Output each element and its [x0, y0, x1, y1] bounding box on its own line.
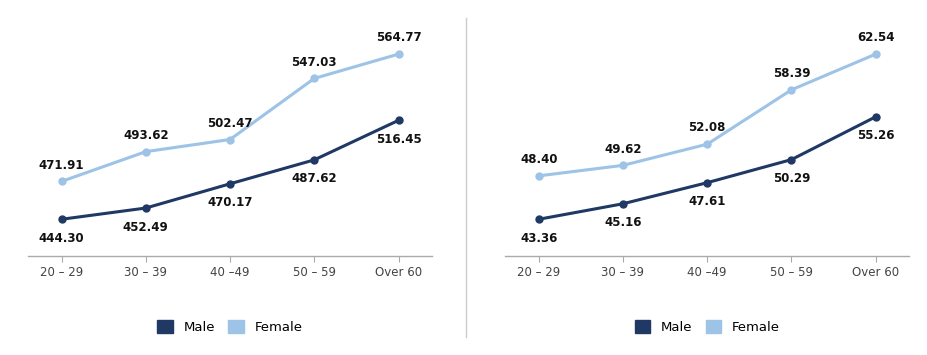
Text: 452.49: 452.49 — [122, 220, 169, 234]
Text: 62.54: 62.54 — [856, 31, 894, 44]
Text: 43.36: 43.36 — [519, 232, 557, 245]
Text: 50.29: 50.29 — [772, 172, 809, 185]
Text: 55.26: 55.26 — [856, 129, 894, 142]
Text: 45.16: 45.16 — [603, 216, 641, 229]
Text: 547.03: 547.03 — [291, 56, 337, 69]
Text: 49.62: 49.62 — [603, 143, 641, 155]
Text: 564.77: 564.77 — [375, 31, 421, 44]
Legend: Male, Female: Male, Female — [629, 315, 784, 339]
Text: 52.08: 52.08 — [688, 121, 725, 135]
Text: 471.91: 471.91 — [39, 159, 84, 172]
Text: 48.40: 48.40 — [519, 153, 557, 166]
Text: 58.39: 58.39 — [772, 67, 809, 80]
Text: 444.30: 444.30 — [39, 232, 84, 245]
Text: 470.17: 470.17 — [207, 196, 252, 209]
Text: 47.61: 47.61 — [688, 195, 725, 208]
Legend: Male, Female: Male, Female — [152, 315, 308, 339]
Text: 516.45: 516.45 — [375, 133, 421, 146]
Text: 493.62: 493.62 — [123, 129, 169, 142]
Text: 502.47: 502.47 — [207, 117, 252, 130]
Text: 487.62: 487.62 — [291, 173, 337, 185]
